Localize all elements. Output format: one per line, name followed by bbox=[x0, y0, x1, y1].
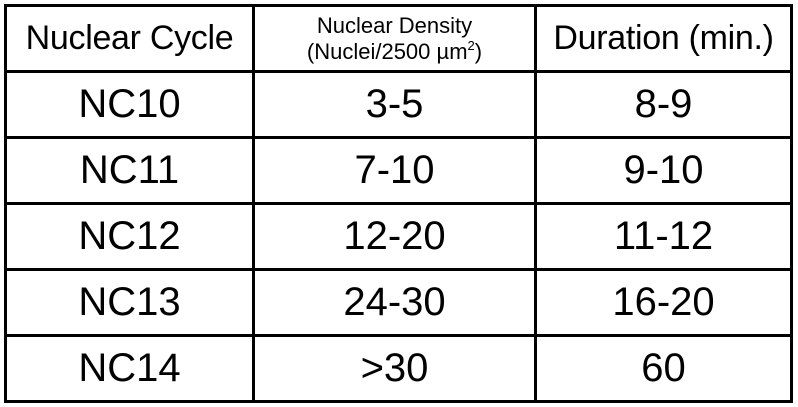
table-row: NC14 >30 60 bbox=[4, 334, 793, 403]
cell-density: >30 bbox=[252, 334, 537, 403]
cell-duration: 60 bbox=[534, 334, 793, 403]
cell-cycle: NC13 bbox=[4, 268, 255, 337]
cell-duration: 16-20 bbox=[534, 268, 793, 337]
cell-density: 24-30 bbox=[252, 268, 537, 337]
header-duration: Duration (min.) bbox=[534, 4, 793, 73]
table-row: NC13 24-30 16-20 bbox=[4, 268, 793, 337]
cell-duration: 8-9 bbox=[534, 70, 793, 139]
cell-cycle: NC10 bbox=[4, 70, 255, 139]
cell-cycle: NC12 bbox=[4, 202, 255, 271]
cell-duration: 9-10 bbox=[534, 136, 793, 205]
header-row: Nuclear Cycle Nuclear Density (Nuclei/25… bbox=[4, 4, 793, 73]
cell-density: 7-10 bbox=[252, 136, 537, 205]
header-nuclear-cycle: Nuclear Cycle bbox=[4, 4, 255, 73]
header-nuclear-density: Nuclear Density (Nuclei/2500 µm2) bbox=[252, 4, 537, 73]
table-row: NC10 3-5 8-9 bbox=[4, 70, 793, 139]
header-density-unit: (Nuclei/2500 µm bbox=[306, 38, 468, 64]
cell-density: 12-20 bbox=[252, 202, 537, 271]
cell-cycle: NC14 bbox=[4, 334, 255, 403]
table-row: NC12 12-20 11-12 bbox=[4, 202, 793, 271]
cell-cycle: NC11 bbox=[4, 136, 255, 205]
table-row: NC11 7-10 9-10 bbox=[4, 136, 793, 205]
cell-density: 3-5 bbox=[252, 70, 537, 139]
header-density-line2: (Nuclei/2500 µm2) bbox=[257, 37, 533, 65]
header-density-superscript: 2 bbox=[467, 37, 475, 53]
header-density-close: ) bbox=[474, 38, 483, 64]
nuclear-cycle-table: Nuclear Cycle Nuclear Density (Nuclei/25… bbox=[4, 4, 793, 403]
cell-duration: 11-12 bbox=[534, 202, 793, 271]
header-density-line1: Nuclear Density bbox=[316, 12, 473, 38]
